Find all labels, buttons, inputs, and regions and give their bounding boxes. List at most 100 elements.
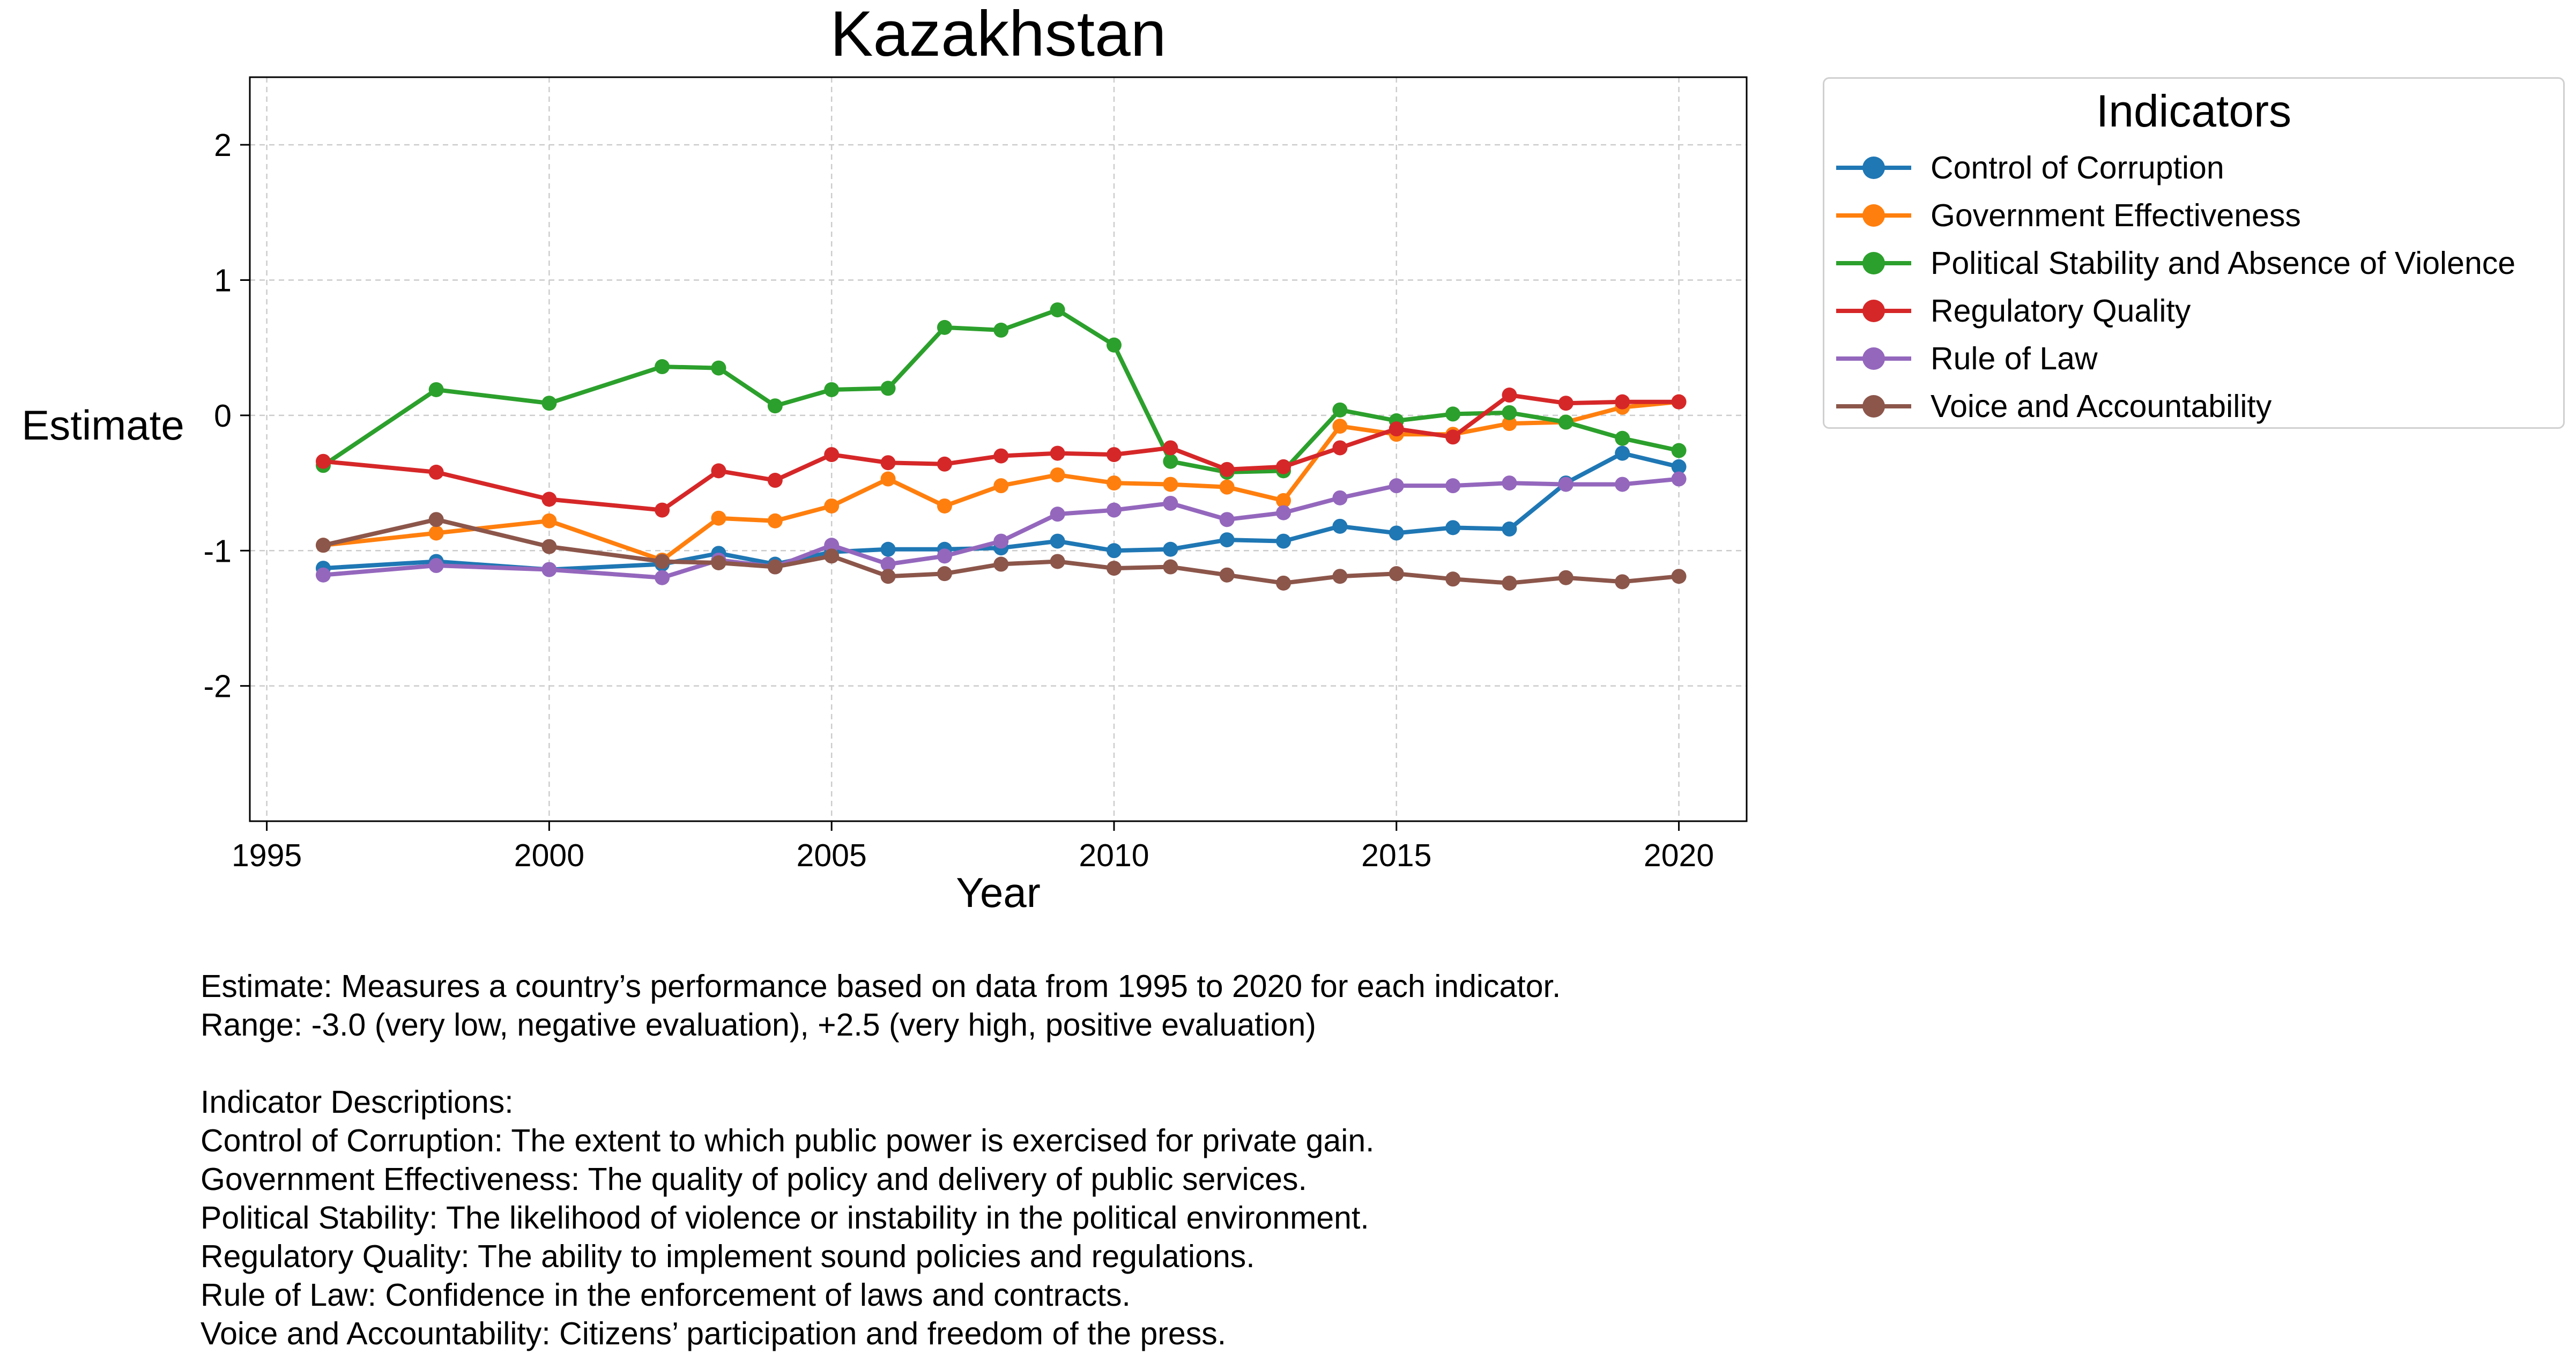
data-point — [1106, 337, 1122, 353]
y-axis-label: Estimate — [21, 401, 184, 449]
data-point — [315, 567, 331, 583]
data-point — [993, 533, 1009, 549]
legend-item-voice-and-accountability: Voice and Accountability — [1824, 384, 2563, 432]
data-point — [1219, 479, 1235, 495]
data-point — [655, 554, 670, 569]
x-tick-label: 2000 — [514, 838, 584, 873]
data-point — [1445, 478, 1461, 494]
legend-label: Voice and Accountability — [1931, 389, 2272, 424]
data-point — [1106, 543, 1122, 559]
data-point — [1163, 477, 1178, 492]
data-point — [1502, 416, 1517, 431]
data-point — [993, 478, 1009, 494]
legend-item-political-stability: Political Stability and Absence of Viole… — [1824, 241, 2563, 289]
data-point — [1389, 525, 1404, 541]
data-point — [1332, 440, 1348, 456]
data-point — [1502, 388, 1517, 403]
data-point — [1671, 443, 1687, 458]
data-point — [1276, 533, 1291, 549]
data-point — [1332, 402, 1348, 418]
data-point — [824, 538, 840, 553]
data-point — [937, 456, 952, 472]
x-tick-label: 2015 — [1361, 838, 1431, 873]
legend: Indicators Control of Corruption Governm… — [1823, 77, 2565, 429]
data-point — [1671, 471, 1687, 487]
data-point — [1445, 571, 1461, 587]
legend-marker-icon — [1862, 204, 1885, 227]
data-point — [1332, 518, 1348, 534]
data-point — [1671, 459, 1687, 474]
data-point — [824, 548, 840, 564]
data-point — [1332, 569, 1348, 584]
note-range: Range: -3.0 (very low, negative evaluati… — [201, 1007, 1316, 1043]
series-line — [322, 308, 1680, 474]
data-point — [937, 566, 952, 582]
data-point — [428, 512, 444, 527]
data-point — [824, 447, 840, 463]
legend-marker-icon — [1862, 252, 1885, 274]
data-point — [1106, 561, 1122, 576]
data-point — [1615, 574, 1630, 590]
data-point — [655, 502, 670, 518]
plot-area-frame — [249, 76, 1748, 822]
data-point — [993, 448, 1009, 464]
data-point — [1502, 521, 1517, 537]
legend-marker-icon — [1862, 347, 1885, 370]
data-point — [1219, 567, 1235, 583]
data-point — [880, 471, 896, 487]
data-point — [1558, 396, 1573, 411]
x-tick-label: 2020 — [1644, 838, 1714, 873]
axis-ticks: 1995 2000 2005 2010 2015 2020 -2 -1 0 1 2 — [204, 128, 1714, 873]
data-point — [1276, 459, 1291, 474]
data-point — [655, 359, 670, 375]
data-point — [1389, 566, 1404, 582]
data-point — [711, 510, 726, 526]
data-point — [1502, 575, 1517, 591]
data-point — [1050, 533, 1065, 549]
data-point — [711, 463, 726, 479]
data-point — [937, 319, 952, 335]
data-point — [1671, 394, 1687, 410]
data-point — [767, 559, 783, 575]
data-point — [541, 539, 557, 554]
legend-item-control-of-corruption: Control of Corruption — [1824, 145, 2563, 194]
legend-label: Government Effectiveness — [1931, 198, 2301, 233]
series-voice-and-accountability — [315, 512, 1687, 591]
data-point — [1502, 405, 1517, 420]
note-spacer — [201, 1044, 1561, 1083]
data-point — [824, 382, 840, 397]
data-point — [1558, 570, 1573, 585]
note-description: Regulatory Quality: The ability to imple… — [201, 1239, 1255, 1274]
data-point — [655, 570, 670, 585]
data-point — [541, 396, 557, 411]
data-point — [1558, 414, 1573, 430]
data-point — [1615, 394, 1630, 410]
data-point — [1163, 541, 1178, 557]
data-point — [880, 381, 896, 396]
note-estimate: Estimate: Measures a country’s performan… — [201, 969, 1561, 1004]
data-point — [937, 498, 952, 514]
legend-title: Indicators — [2096, 86, 2292, 136]
note-descriptions-header: Indicator Descriptions: — [201, 1084, 514, 1120]
y-tick-label: 2 — [214, 128, 232, 163]
series-layer — [315, 302, 1687, 591]
data-point — [937, 548, 952, 564]
data-point — [767, 513, 783, 529]
data-point — [1558, 477, 1573, 492]
data-point — [1445, 429, 1461, 445]
note-description: Voice and Accountability: Citizens’ part… — [201, 1316, 1227, 1351]
legend-item-regulatory-quality: Regulatory Quality — [1824, 288, 2563, 337]
data-point — [1389, 478, 1404, 494]
data-point — [1389, 421, 1404, 437]
data-point — [428, 558, 444, 574]
data-point — [711, 360, 726, 376]
data-point — [1106, 447, 1122, 463]
data-point — [1671, 569, 1687, 584]
y-tick-label: 0 — [214, 398, 232, 434]
data-point — [767, 398, 783, 414]
x-axis-label: Year — [956, 869, 1041, 916]
series-line — [323, 399, 1679, 562]
data-point — [1445, 520, 1461, 535]
data-point — [880, 569, 896, 584]
data-point — [1163, 440, 1178, 456]
